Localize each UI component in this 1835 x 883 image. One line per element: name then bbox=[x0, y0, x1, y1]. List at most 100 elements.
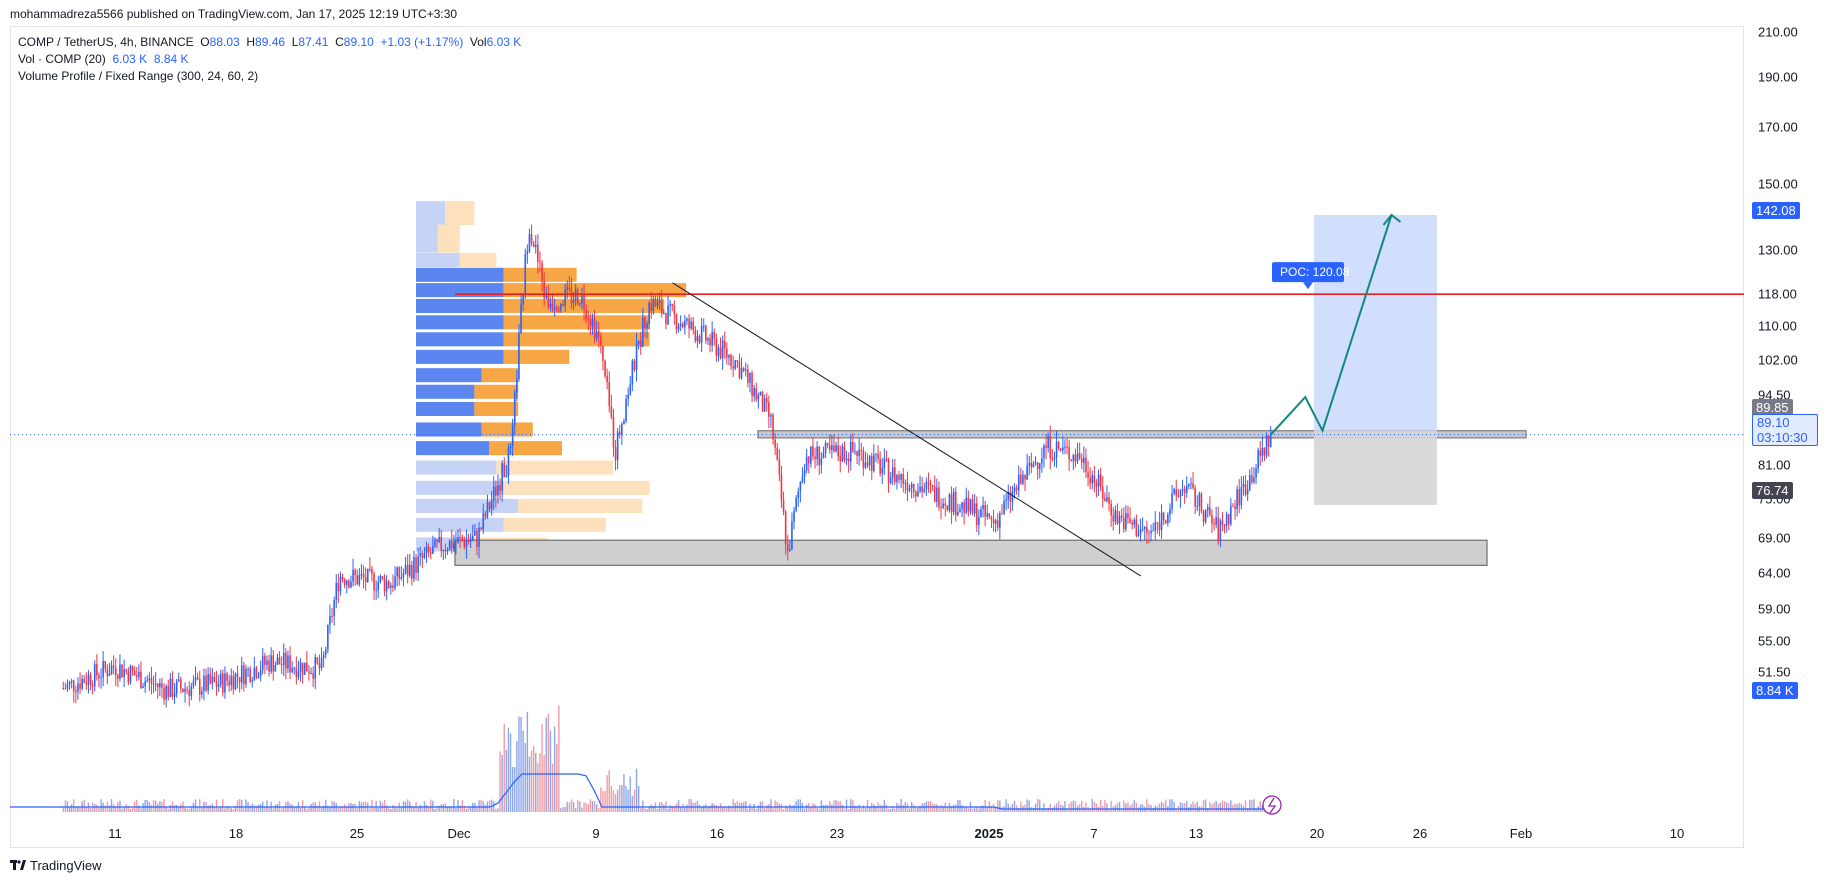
candle-body bbox=[765, 398, 768, 403]
candle-body bbox=[862, 450, 865, 468]
price-tick: 110.00 bbox=[1758, 318, 1797, 334]
price-tick: 102.00 bbox=[1758, 352, 1798, 368]
candle-body bbox=[889, 477, 892, 483]
candle-body bbox=[1139, 529, 1142, 535]
legend-volume-row[interactable]: Vol · COMP (20) 6.03 K 8.84 K bbox=[18, 51, 521, 68]
candle-body bbox=[167, 685, 170, 697]
candle-body bbox=[83, 678, 86, 683]
candle-body bbox=[93, 663, 96, 687]
candle-body bbox=[1028, 462, 1031, 466]
candle-body bbox=[675, 314, 678, 330]
poc-label-pointer bbox=[1303, 282, 1313, 290]
price-axis[interactable]: 210.00 190.00 170.00 150.00 130.00 118.0… bbox=[1748, 25, 1835, 826]
price-tick: 190.00 bbox=[1758, 69, 1798, 85]
price-tick: 130.00 bbox=[1758, 242, 1798, 258]
candle-body bbox=[264, 655, 266, 665]
candle-body bbox=[938, 487, 940, 508]
candle-body bbox=[965, 497, 968, 513]
candle-body bbox=[1017, 474, 1020, 491]
candle-body bbox=[587, 318, 590, 320]
volume-indicator-value: 6.03 K bbox=[112, 52, 148, 66]
candle-body bbox=[898, 475, 900, 480]
candle-body bbox=[201, 690, 203, 695]
candle-body bbox=[486, 501, 489, 518]
candle-body bbox=[885, 458, 888, 460]
candle-body bbox=[705, 325, 707, 341]
candle-body bbox=[474, 530, 476, 536]
candle-body bbox=[1097, 474, 1100, 487]
candle-body bbox=[173, 693, 176, 697]
bar-countdown: 03:10:30 bbox=[1757, 430, 1808, 445]
candle-body bbox=[839, 456, 842, 462]
candle-body bbox=[121, 664, 123, 678]
footer-brand[interactable]: TradingView bbox=[10, 858, 102, 873]
candle-body bbox=[948, 494, 951, 511]
candle-body bbox=[950, 494, 953, 513]
candle-body bbox=[1202, 511, 1205, 522]
candle-body bbox=[123, 669, 125, 678]
chart-frame[interactable] bbox=[10, 26, 1744, 848]
candle-body bbox=[306, 662, 308, 672]
candle-body bbox=[1066, 446, 1068, 448]
candle-body bbox=[904, 482, 907, 484]
symbol-label[interactable]: COMP / TetherUS, 4h, BINANCE bbox=[18, 35, 194, 49]
candle-body bbox=[1106, 497, 1108, 501]
candle-body bbox=[1055, 441, 1058, 458]
candle-body bbox=[870, 456, 873, 471]
candle-body bbox=[793, 510, 795, 522]
candle-body bbox=[1091, 475, 1094, 484]
candle-body bbox=[1122, 517, 1125, 530]
candle-body bbox=[936, 487, 938, 502]
candle-body bbox=[282, 652, 285, 665]
candle-body bbox=[799, 481, 802, 492]
candle-body bbox=[1150, 530, 1152, 534]
candle-body bbox=[637, 340, 640, 344]
candle-body bbox=[442, 549, 445, 551]
zones-layer bbox=[454, 214, 1527, 566]
volume-layer bbox=[10, 705, 1272, 812]
candle-body bbox=[1127, 513, 1129, 519]
candle-body bbox=[980, 509, 982, 518]
candle-body bbox=[761, 392, 764, 412]
candle-body bbox=[459, 536, 461, 538]
candle-body bbox=[852, 442, 854, 452]
candle-body bbox=[1083, 457, 1085, 463]
candle-body bbox=[381, 576, 384, 578]
candle-body bbox=[719, 347, 722, 359]
candle-body bbox=[280, 664, 283, 666]
candle-body bbox=[358, 575, 361, 585]
low-value: 87.41 bbox=[298, 35, 329, 49]
legend-vp-row[interactable]: Volume Profile / Fixed Range (300, 24, 6… bbox=[18, 68, 521, 85]
candle-body bbox=[1225, 514, 1228, 527]
volume-ma-line bbox=[10, 773, 1266, 810]
candle-body bbox=[236, 673, 239, 678]
candle-body bbox=[633, 360, 636, 370]
candle-body bbox=[222, 673, 224, 693]
candle-body bbox=[268, 660, 270, 672]
candle-body bbox=[1204, 510, 1207, 522]
candle-body bbox=[108, 673, 111, 677]
volume-profile-down-bar bbox=[481, 368, 519, 383]
candle-body bbox=[1181, 488, 1184, 491]
candle-body bbox=[398, 567, 401, 579]
candle-body bbox=[1259, 450, 1262, 456]
candle-body bbox=[742, 368, 745, 371]
candle-body bbox=[471, 535, 474, 541]
annotation-layer: POC: 120.08 bbox=[10, 213, 1744, 815]
candle-body bbox=[513, 392, 516, 426]
price-tick: 150.00 bbox=[1758, 176, 1798, 192]
candle-body bbox=[658, 300, 661, 303]
candle-body bbox=[1137, 534, 1140, 536]
low-label: L bbox=[291, 35, 299, 49]
candle-body bbox=[159, 683, 161, 688]
candle-body bbox=[226, 673, 228, 681]
candle-body bbox=[805, 456, 808, 471]
candle-body bbox=[925, 482, 928, 490]
volume-profile-up-bar bbox=[416, 498, 519, 514]
time-tick: 23 bbox=[829, 826, 845, 841]
candle-body bbox=[671, 303, 674, 307]
candle-body bbox=[933, 486, 936, 502]
candle-body bbox=[102, 661, 104, 678]
candle-body bbox=[1206, 507, 1209, 511]
